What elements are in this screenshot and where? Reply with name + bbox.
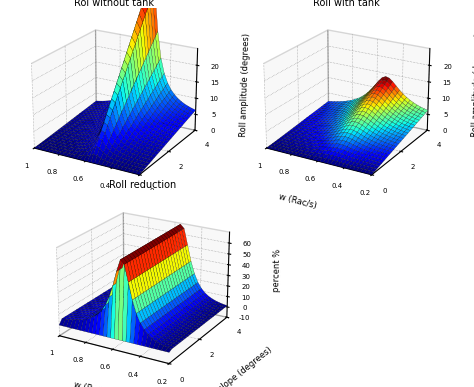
- Title: Rol without tank: Rol without tank: [74, 0, 154, 8]
- X-axis label: w (Rad/s): w (Rad/s): [73, 380, 113, 387]
- X-axis label: w (Rac/s): w (Rac/s): [46, 192, 86, 210]
- Y-axis label: wave slope (degrees): wave slope (degrees): [198, 345, 274, 387]
- Title: Roll reduction: Roll reduction: [109, 180, 176, 190]
- Title: Roll with tank: Roll with tank: [313, 0, 379, 8]
- X-axis label: w (Rac/s): w (Rac/s): [278, 192, 318, 210]
